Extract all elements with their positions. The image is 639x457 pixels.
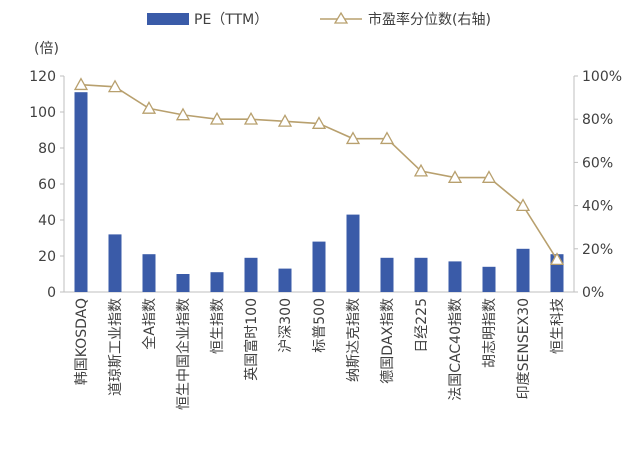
- right-ticks: 0% 20% 40% 60% 80% 100%: [574, 69, 622, 301]
- right-tick-label: 100%: [582, 69, 622, 85]
- right-tick-label: 20%: [582, 242, 613, 258]
- percentile-marker-15: [549, 252, 565, 266]
- percentile-marker-1: [73, 77, 89, 91]
- left-tick-label: 60: [38, 177, 56, 193]
- bar-11: [414, 257, 428, 292]
- percentile-marker-3: [141, 101, 157, 114]
- x-category-label: 道琼斯工业指数: [108, 298, 124, 396]
- percentile-marker-5: [209, 111, 225, 125]
- legend-bar-swatch: [147, 13, 189, 25]
- line-series: [73, 77, 565, 266]
- percentile-marker-2: [107, 79, 123, 93]
- bar-10: [380, 257, 394, 292]
- x-category-label: 英国富时100: [243, 298, 260, 381]
- x-category-label: 日经225: [414, 298, 430, 353]
- percentile-marker-13: [481, 170, 497, 183]
- bar-12: [448, 261, 462, 292]
- x-category-label: 德国DAX指数: [380, 298, 396, 384]
- percentile-marker-12: [447, 170, 463, 183]
- bar-9: [346, 214, 360, 292]
- legend-line-marker: [333, 11, 349, 24]
- percentile-marker-7: [277, 114, 293, 127]
- percentile-marker-4: [175, 107, 191, 121]
- bar-3: [142, 254, 156, 292]
- left-tick-label: 100: [29, 105, 56, 121]
- right-tick-label: 60%: [582, 155, 613, 171]
- percentile-marker-8: [311, 116, 327, 129]
- right-tick-label: 40%: [582, 199, 613, 215]
- bar-7: [278, 268, 292, 292]
- legend-line-label: 市盈率分位数(右轴): [368, 11, 491, 28]
- left-tick-label: 40: [38, 213, 56, 229]
- x-category-label: 法国CAC40指数: [448, 298, 464, 401]
- bar-13: [482, 266, 496, 292]
- left-ticks: 0 20 40 60 80 100 120: [29, 69, 64, 301]
- right-tick-label: 0%: [582, 285, 604, 301]
- percentile-marker-9: [345, 131, 361, 145]
- y-unit-label: (倍): [34, 41, 59, 57]
- x-category-label: 胡志明指数: [482, 298, 498, 368]
- bar-8: [312, 241, 326, 292]
- legend-bar-label: PE（TTM）: [194, 12, 268, 28]
- percentile-marker-11: [413, 163, 429, 177]
- left-tick-label: 80: [38, 141, 56, 157]
- x-category-label: 韩国KOSDAQ: [74, 298, 90, 385]
- left-tick-label: 120: [29, 69, 56, 85]
- x-labels: 韩国KOSDAQ 道琼斯工业指数 全A指数 恒生中国企业指数 恒生指数 英国富时100 沪深…: [74, 298, 566, 410]
- bar-14: [516, 248, 530, 292]
- left-tick-label: 20: [38, 249, 56, 265]
- legend: PE（TTM） 市盈率分位数(右轴): [147, 11, 491, 28]
- right-tick-label: 80%: [582, 112, 613, 128]
- left-tick-label: 0: [47, 285, 56, 301]
- percentile-marker-14: [515, 198, 531, 212]
- x-category-label: 恒生科技: [550, 298, 566, 354]
- x-category-label: 沪深300: [278, 298, 294, 353]
- x-category-label: 纳斯达克指数: [346, 298, 362, 382]
- bar-1: [74, 92, 88, 292]
- x-category-label: 印度SENSEX30: [516, 298, 532, 399]
- percentile-marker-6: [243, 111, 259, 125]
- bar-6: [244, 257, 258, 292]
- bar-2: [108, 234, 122, 292]
- bar-4: [176, 274, 190, 292]
- bar-5: [210, 272, 224, 292]
- x-category-label: 标普500: [312, 298, 328, 353]
- x-category-label: 恒生指数: [210, 298, 226, 354]
- percentile-marker-10: [379, 131, 395, 145]
- x-category-label: 恒生中国企业指数: [175, 298, 192, 410]
- x-category-label: 全A指数: [141, 298, 158, 350]
